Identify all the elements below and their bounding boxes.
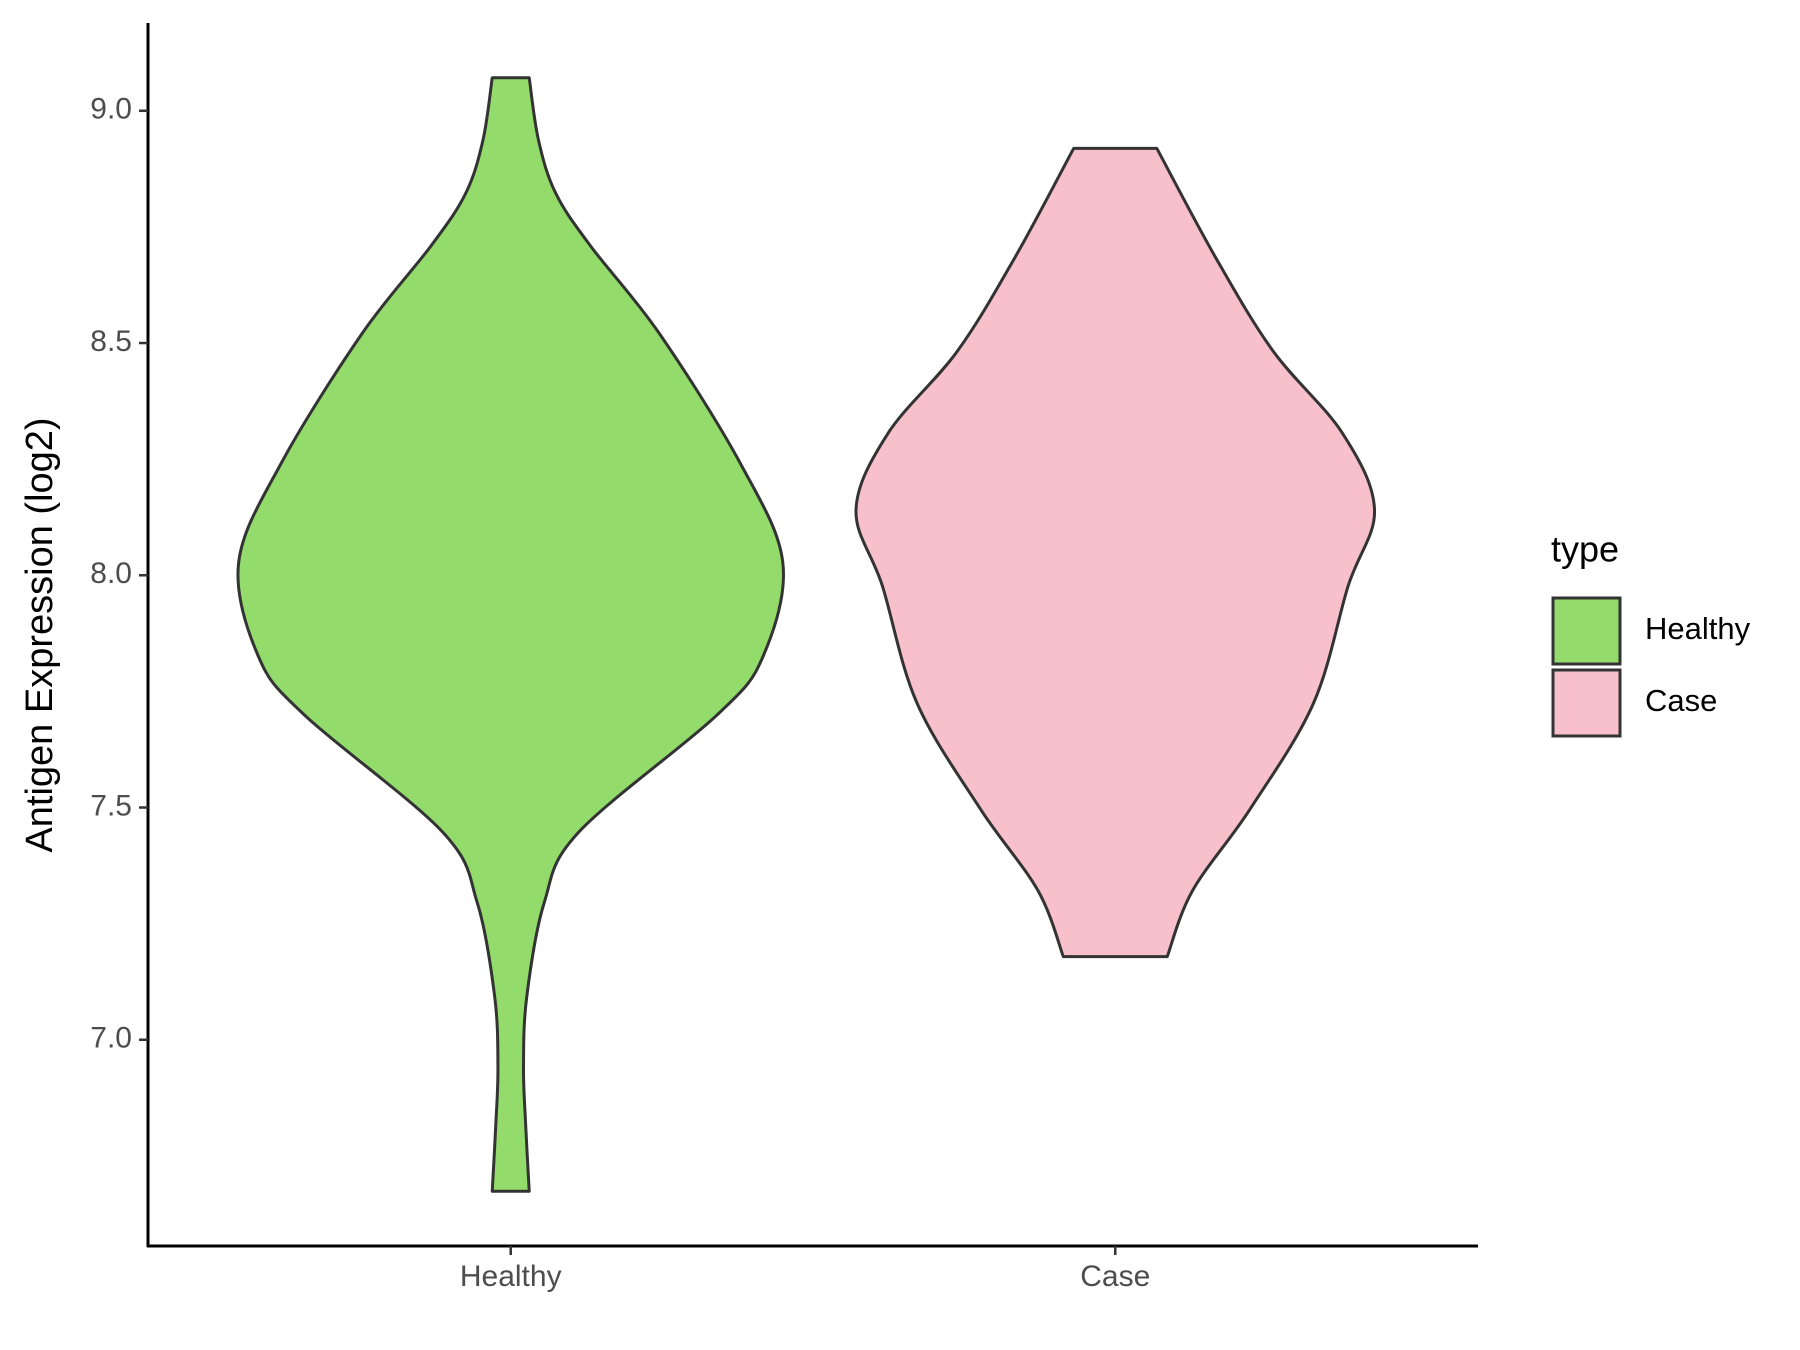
y-tick-label: 7.5 (90, 789, 132, 822)
y-tick-label: 7.0 (90, 1022, 132, 1055)
y-tick-label: 8.5 (90, 325, 132, 358)
legend-label: Healthy (1645, 611, 1751, 646)
legend-label: Case (1645, 683, 1717, 718)
y-axis-title: Antigen Expression (log2) (19, 417, 61, 852)
y-tick-label: 9.0 (90, 93, 132, 126)
violin (854, 146, 1377, 959)
x-tick-label: Case (1080, 1260, 1150, 1293)
legend-title: type (1551, 529, 1619, 570)
legend-key (1551, 668, 1622, 738)
y-tick-label: 8.0 (90, 557, 132, 590)
legend-key (1551, 596, 1622, 666)
x-tick-label: Healthy (460, 1260, 562, 1293)
violin (236, 76, 785, 1193)
